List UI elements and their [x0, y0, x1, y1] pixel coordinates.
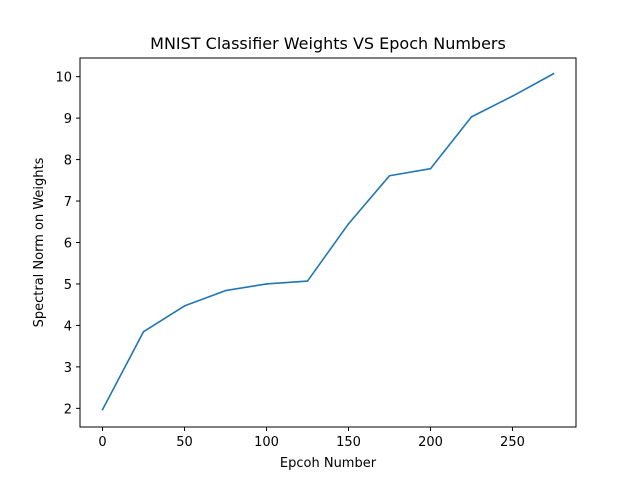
y-axis-label: Spectral Norm on Weights — [32, 157, 47, 327]
data-point — [142, 330, 145, 333]
y-tick-label: 4 — [64, 319, 72, 334]
data-point — [511, 95, 514, 97]
data-point — [265, 283, 268, 285]
y-tick-label: 6 — [64, 237, 72, 252]
series-layer — [101, 72, 555, 411]
data-point — [101, 408, 104, 411]
data-point — [470, 116, 473, 118]
x-tick-label: 200 — [418, 435, 443, 450]
x-tick-label: 0 — [98, 435, 106, 450]
x-axis-label: Epcoh Number — [280, 456, 377, 471]
chart-title: MNIST Classifier Weights VS Epoch Number… — [150, 34, 506, 53]
x-tick-label: 150 — [336, 435, 361, 450]
x-tick-label: 250 — [500, 435, 525, 450]
y-tick-label: 10 — [55, 71, 72, 86]
plot-area: 0 50 100 150 200 250 2 3 4 5 6 7 8 9 10 — [55, 57, 577, 450]
data-point — [429, 167, 432, 170]
y-tick-label: 9 — [64, 112, 72, 127]
data-point — [552, 72, 555, 75]
y-axis: 2 3 4 5 6 7 8 9 10 — [55, 71, 80, 417]
y-tick-label: 3 — [64, 361, 72, 376]
series-line — [101, 72, 555, 411]
x-tick-label: 50 — [176, 435, 193, 450]
y-tick-label: 8 — [64, 154, 72, 169]
x-tick-label: 100 — [254, 435, 279, 450]
data-point — [347, 223, 350, 225]
axes-frame — [79, 57, 577, 428]
y-tick-label: 7 — [64, 195, 72, 210]
y-tick-label: 5 — [64, 278, 72, 293]
data-point — [388, 174, 391, 177]
data-point — [183, 305, 186, 307]
x-axis: 0 50 100 150 200 250 — [98, 427, 525, 450]
data-point — [224, 289, 227, 292]
y-tick-label: 2 — [64, 402, 72, 417]
data-point — [306, 280, 309, 282]
